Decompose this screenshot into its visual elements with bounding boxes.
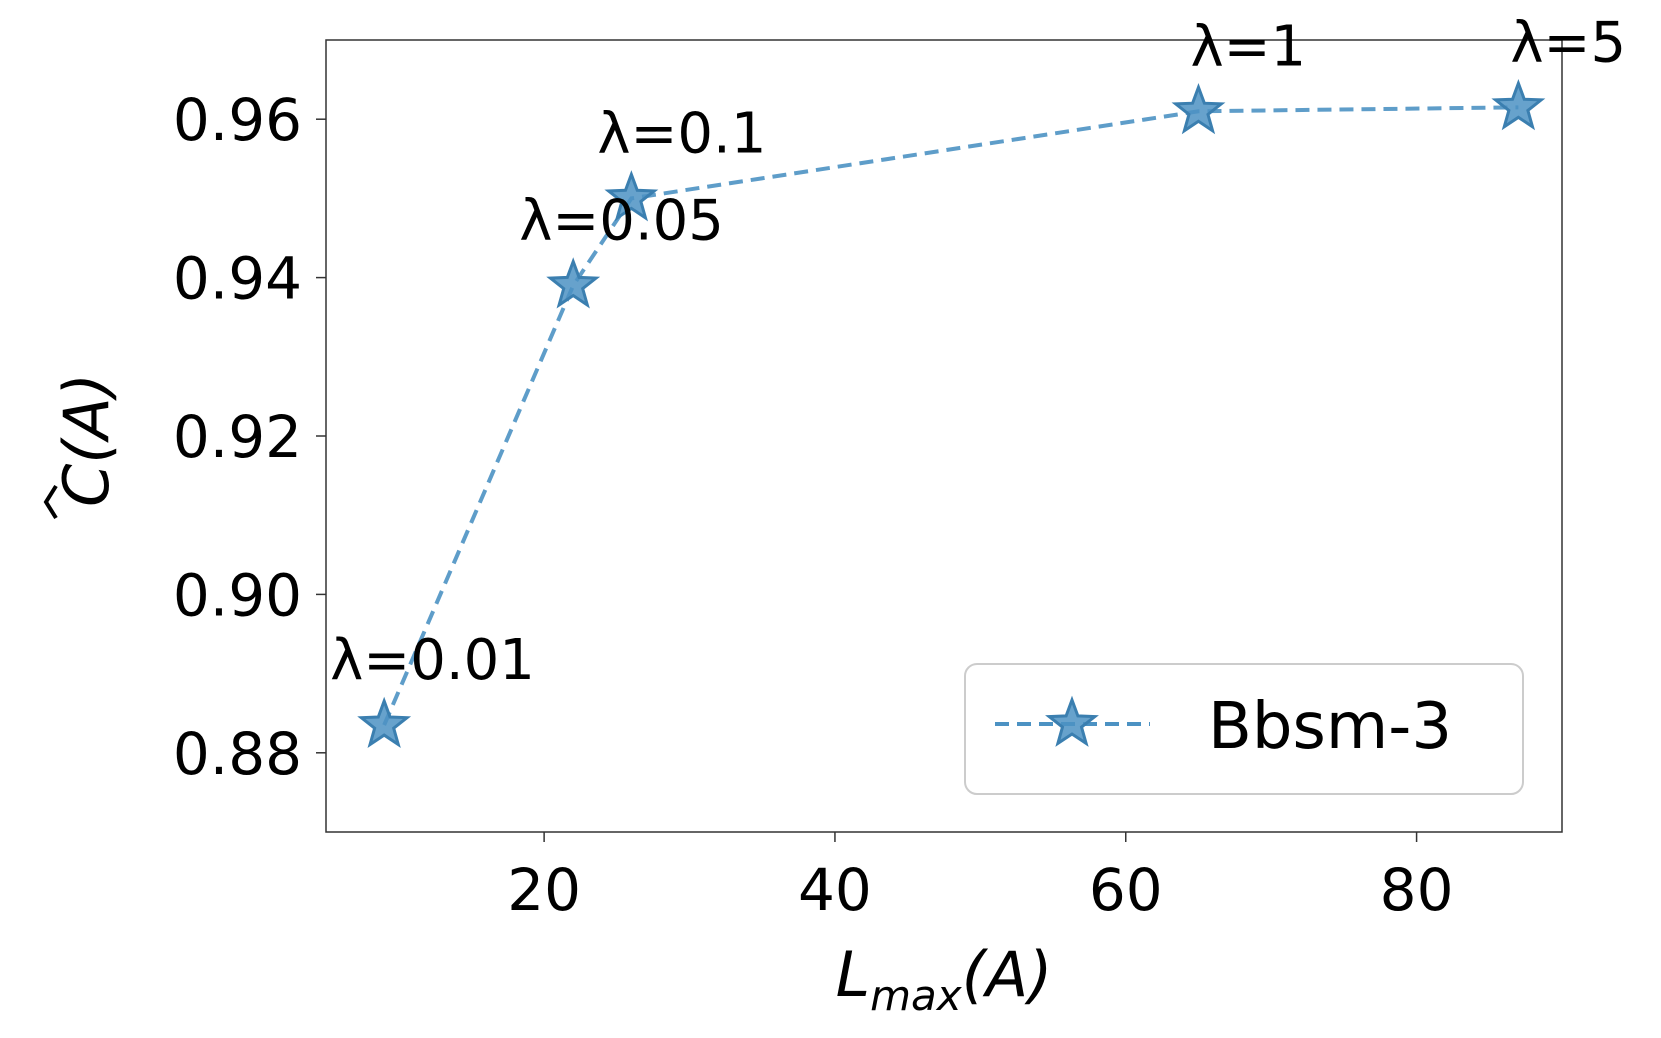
- y-tick-label: 0.92: [173, 403, 302, 471]
- x-tick-label: 80: [1380, 856, 1454, 924]
- data-point-star: [1491, 78, 1546, 131]
- legend-star-marker: [1045, 695, 1099, 747]
- x-axis-label-main: L: [836, 938, 871, 1011]
- x-axis: 20 40 60 80: [507, 832, 1453, 924]
- point-annotation: λ=5: [1510, 10, 1626, 75]
- point-annotation: λ=0.05: [519, 189, 724, 254]
- y-axis: 0.88 0.90 0.92 0.94 0.96: [173, 86, 326, 788]
- annotation-layer: λ=0.01 λ=0.05 λ=0.1 λ=1 λ=5: [330, 10, 1626, 693]
- data-point-star: [604, 170, 659, 222]
- legend-label: Bbsm-3: [1208, 690, 1452, 764]
- x-tick-label: 20: [507, 856, 581, 924]
- point-annotation: λ=1: [1190, 14, 1306, 79]
- y-tick-label: 0.94: [173, 245, 302, 313]
- legend: Bbsm-3: [964, 663, 1524, 795]
- data-point-star: [357, 696, 412, 749]
- data-point-star: [546, 257, 601, 309]
- y-tick-label: 0.88: [173, 720, 302, 788]
- x-axis-label: Lmax(A): [836, 938, 1053, 1020]
- legend-box: [964, 663, 1524, 795]
- y-tick-label: 0.96: [173, 86, 302, 154]
- data-point-star: [1171, 82, 1226, 135]
- point-annotation: λ=0.1: [597, 101, 766, 166]
- x-axis-label-sub: max: [870, 971, 963, 1020]
- x-tick-label: 40: [798, 856, 872, 924]
- x-tick-label: 60: [1089, 856, 1163, 924]
- y-axis-label-hat: [43, 484, 58, 520]
- y-axis-label-group: C(A): [43, 373, 123, 520]
- x-axis-label-tail: (A): [962, 938, 1053, 1011]
- point-annotation: λ=0.01: [330, 628, 535, 693]
- y-tick-label: 0.90: [173, 561, 302, 629]
- y-axis-label: C(A): [50, 373, 123, 507]
- series-layer: [357, 78, 1546, 749]
